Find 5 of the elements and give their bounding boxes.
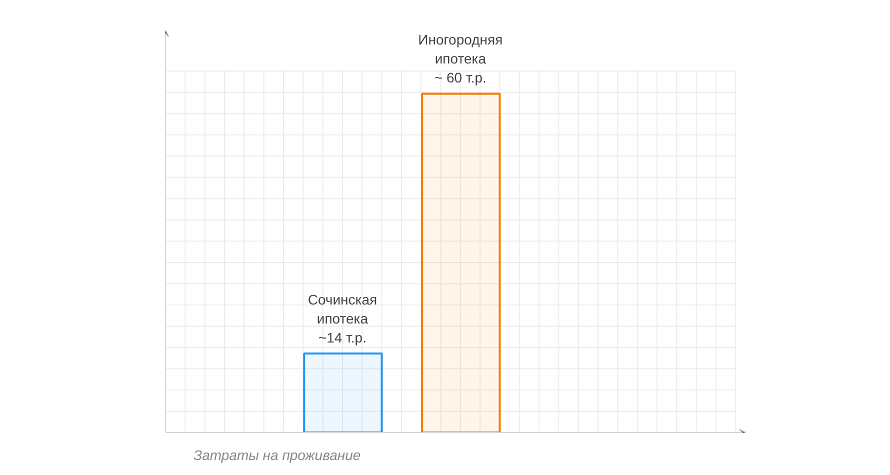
x-axis-title: Затраты на проживание — [194, 447, 361, 463]
data-label: ~ 60 т.р. — [434, 70, 486, 86]
x-tick-label: Иногородняя ипотека — [418, 32, 503, 67]
x-tick-label: Сочинская ипотека — [308, 291, 378, 326]
data-label: ~14 т.р. — [318, 329, 366, 346]
